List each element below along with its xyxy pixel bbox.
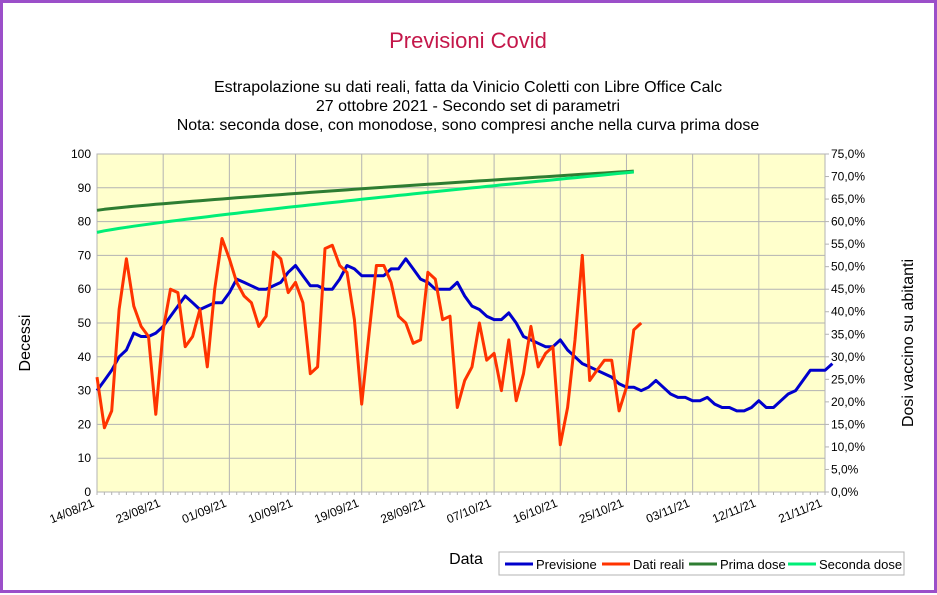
y-tick-label-left: 0 xyxy=(84,485,91,499)
x-tick-label: 03/11/21 xyxy=(644,496,692,526)
chart-subtitle-2: 27 ottobre 2021 - Secondo set di paramet… xyxy=(316,98,620,115)
chart: Previsioni Covid Estrapolazione su dati … xyxy=(17,28,917,576)
x-tick-label: 16/10/21 xyxy=(511,496,560,527)
y-tick-label-right: 0,0% xyxy=(831,485,859,499)
y-axis-label-left: Decessi xyxy=(17,315,34,372)
legend: Previsione Dati reali Prima dose Seconda… xyxy=(498,551,905,576)
legend-label-prima-dose: Prima dose xyxy=(720,557,786,572)
x-tick-label: 19/09/21 xyxy=(312,496,361,527)
x-tick-label: 25/10/21 xyxy=(577,496,626,527)
x-tick-label: 23/08/21 xyxy=(114,496,163,527)
series-line-previsione xyxy=(95,257,834,413)
y-tick-label-right: 70,0% xyxy=(831,170,865,184)
y-tick-label-right: 75,0% xyxy=(831,147,865,161)
y-tick-label-right: 40,0% xyxy=(831,305,865,319)
chart-title: Previsioni Covid xyxy=(389,28,547,53)
y-tick-label-right: 25,0% xyxy=(831,372,865,386)
y-tick-label-right: 45,0% xyxy=(831,282,865,296)
series-line-prima-dose xyxy=(96,169,634,212)
y-tick-label-right: 55,0% xyxy=(831,237,865,251)
y-tick-label-right: 15,0% xyxy=(831,417,865,431)
y-tick-label-right: 65,0% xyxy=(831,192,865,206)
legend-label-dati-reali: Dati reali xyxy=(633,557,684,572)
x-tick-label: 07/10/21 xyxy=(445,496,494,527)
chart-subtitle-1: Estrapolazione su dati reali, fatta da V… xyxy=(214,79,722,96)
y-tick-label-left: 60 xyxy=(78,282,92,296)
y-tick-label-left: 30 xyxy=(78,384,92,398)
y-tick-label-right: 35,0% xyxy=(831,327,865,341)
y-tick-label-left: 80 xyxy=(78,215,92,229)
y-tick-label-left: 70 xyxy=(78,248,92,262)
series-line-dati-reali xyxy=(95,237,643,447)
legend-label-seconda-dose: Seconda dose xyxy=(819,557,902,572)
y-tick-label-left: 90 xyxy=(78,181,92,195)
x-tick-label: 01/09/21 xyxy=(180,496,229,527)
y-tick-label-left: 100 xyxy=(71,147,91,161)
y-tick-label-right: 30,0% xyxy=(831,350,865,364)
y-tick-label-right: 50,0% xyxy=(831,260,865,274)
x-tick-label: 12/11/21 xyxy=(710,496,758,526)
y-tick-label-right: 10,0% xyxy=(831,440,865,454)
y-axis-label-right: Dosi vaccino su abitanti xyxy=(900,259,917,427)
x-tick-label: 21/11/21 xyxy=(776,496,824,526)
x-tick-label: 10/09/21 xyxy=(246,496,295,527)
legend-label-previsione: Previsione xyxy=(536,557,597,572)
x-axis-label: Data xyxy=(449,551,483,568)
x-tick-label: 14/08/21 xyxy=(48,496,97,527)
y-tick-label-left: 20 xyxy=(78,417,92,431)
y-tick-label-right: 5,0% xyxy=(831,462,859,476)
x-tick-label: 28/09/21 xyxy=(378,496,427,527)
y-tick-label-left: 10 xyxy=(78,451,92,465)
y-tick-label-left: 40 xyxy=(78,350,92,364)
series-lines xyxy=(95,169,834,447)
y-tick-label-right: 20,0% xyxy=(831,395,865,409)
series-line-seconda-dose xyxy=(96,170,634,234)
y-tick-label-right: 60,0% xyxy=(831,215,865,229)
chart-subtitle-3: Nota: seconda dose, con monodose, sono c… xyxy=(177,117,760,134)
y-tick-label-left: 50 xyxy=(78,316,92,330)
